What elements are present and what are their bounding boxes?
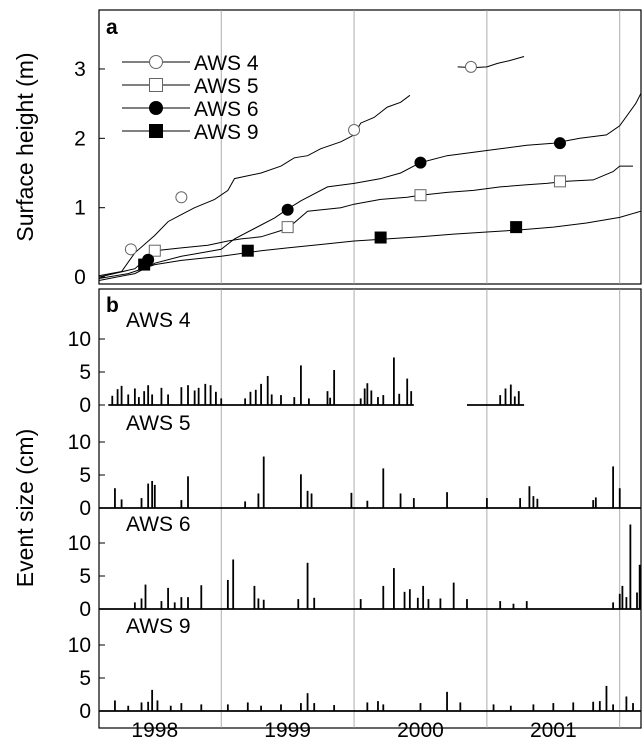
panel-a-y-ticks: 0 1 2 3 <box>74 58 105 289</box>
series-marker <box>553 175 566 188</box>
legend-marker <box>149 101 163 115</box>
panel-b-y-axis-label: Event size (cm) <box>12 429 38 587</box>
series-marker <box>414 156 427 169</box>
legend-entry-aws-6: AWS 6 <box>122 98 259 121</box>
subplot-aws-4: 0 5 10 AWS 4 <box>68 309 525 417</box>
panel-b-x-ticks: 1998 1999 2000 2001 <box>131 719 576 741</box>
series-aws-6 <box>98 92 642 281</box>
legend-marker <box>149 78 163 92</box>
legend-marker <box>149 124 163 138</box>
station-label: AWS 5 <box>126 412 191 435</box>
panel-a-frame <box>98 9 642 285</box>
series-aws-5 <box>98 165 633 278</box>
y-tick-label: 10 <box>68 328 91 351</box>
legend-entry-aws-5: AWS 5 <box>122 75 259 98</box>
y-tick-label: 0 <box>79 394 91 417</box>
series-marker <box>124 243 137 256</box>
x-tick-label: 2000 <box>397 719 444 741</box>
y-tick-label: 10 <box>68 532 91 555</box>
y-tick-label: 0 <box>79 700 91 723</box>
panel-a-year-gridlines <box>220 10 621 284</box>
legend-entry-aws-4: AWS 4 <box>122 52 259 75</box>
legend-label: AWS 5 <box>194 75 259 98</box>
subplot-aws-5: 0 5 10 AWS 5 <box>68 412 641 520</box>
legend-entry-aws-9: AWS 9 <box>122 121 259 144</box>
panel-a-letter: a <box>106 16 118 39</box>
series-marker <box>374 231 387 244</box>
panel-b-letter: b <box>106 294 119 317</box>
panel-a-series <box>98 56 642 281</box>
legend-marker <box>149 55 163 69</box>
y-tick-label: 1 <box>74 197 86 220</box>
series-marker <box>510 221 523 234</box>
series-marker <box>348 124 361 137</box>
station-label: AWS 6 <box>126 513 191 536</box>
series-line <box>98 94 411 277</box>
y-tick-label: 10 <box>68 431 91 454</box>
x-tick-label: 1998 <box>131 719 178 741</box>
series-marker <box>281 203 294 216</box>
y-tick-label: 5 <box>79 667 91 690</box>
series-line <box>98 165 633 278</box>
subplot-aws-6: 0 5 10 AWS 6 <box>68 513 641 621</box>
series-marker <box>281 221 294 234</box>
series-aws-9 <box>98 210 642 279</box>
series-marker <box>553 137 566 150</box>
y-tick-label: 5 <box>79 565 91 588</box>
y-tick-label: 0 <box>79 598 91 621</box>
series-line <box>98 92 642 281</box>
series-aws-4 <box>98 56 525 277</box>
series-line <box>98 210 642 279</box>
x-tick-label: 2001 <box>530 719 577 741</box>
legend-label: AWS 6 <box>194 98 259 121</box>
series-marker <box>138 258 151 271</box>
y-tick-label: 0 <box>79 497 91 520</box>
y-tick-label: 2 <box>74 127 86 150</box>
y-tick-label: 0 <box>74 266 86 289</box>
panel-b-subplots: 0 5 10 AWS 4 0 5 10 AWS 5 0 5 10 AWS 6 0 5 10 AWS 9 <box>68 309 641 723</box>
panel-b-event-size: 0 5 10 AWS 4 0 5 10 AWS 5 0 5 10 AWS 6 0 5 10 AWS 9 b E… <box>12 288 642 741</box>
subplot-aws-9: 0 5 10 AWS 9 <box>68 615 641 723</box>
station-label: AWS 9 <box>126 615 191 638</box>
y-tick-label: 5 <box>79 361 91 384</box>
y-tick-label: 5 <box>79 464 91 487</box>
y-tick-label: 10 <box>68 634 91 657</box>
station-label: AWS 4 <box>126 309 191 332</box>
series-marker <box>148 244 161 257</box>
legend-label: AWS 4 <box>194 52 259 75</box>
legend-label: AWS 9 <box>194 121 259 144</box>
series-marker <box>414 189 427 202</box>
y-tick-label: 3 <box>74 58 86 81</box>
series-marker <box>241 244 254 257</box>
panel-a-y-axis-label: Surface height (m) <box>12 52 38 241</box>
series-marker <box>464 60 477 73</box>
series-marker <box>175 191 188 204</box>
x-tick-label: 1999 <box>264 719 311 741</box>
